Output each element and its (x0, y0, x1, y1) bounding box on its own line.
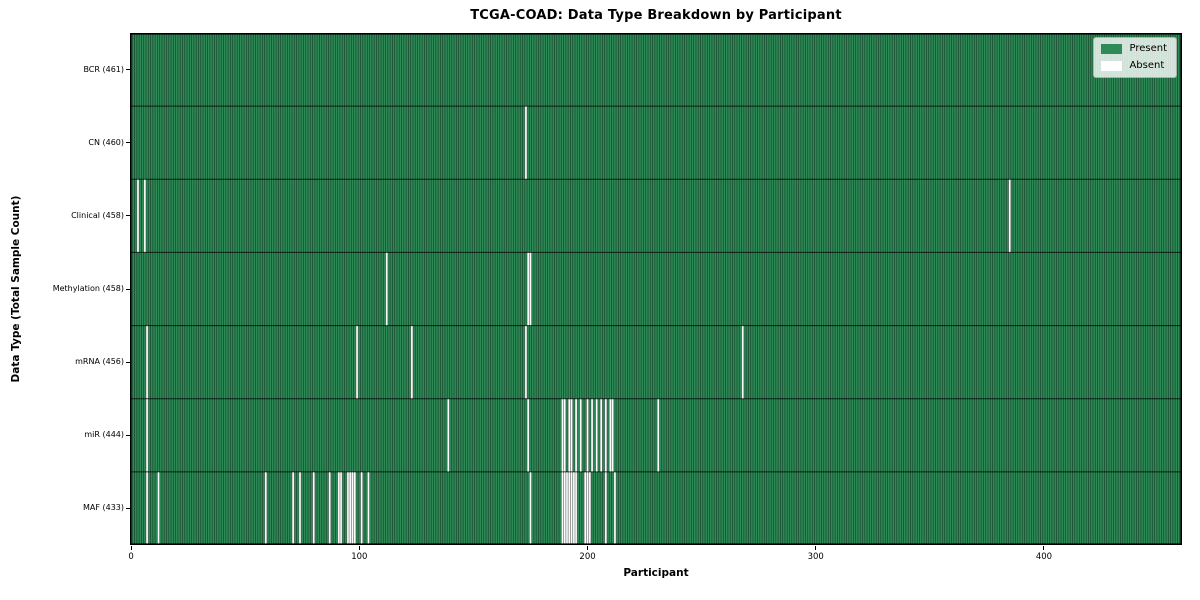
y-tick-mark (126, 361, 130, 363)
chart-title: TCGA-COAD: Data Type Breakdown by Partic… (470, 8, 842, 23)
x-tick-mark (587, 546, 589, 550)
x-tick-mark (130, 546, 132, 550)
y-tick-label: mRNA (456) (75, 357, 124, 367)
legend-label-absent: Absent (1129, 60, 1165, 71)
x-tick-label: 300 (807, 552, 824, 562)
y-tick-label: miR (444) (84, 430, 124, 440)
x-tick-label: 100 (351, 552, 368, 562)
x-tick-label: 400 (1035, 552, 1053, 562)
y-tick-label: Clinical (458) (71, 210, 124, 220)
y-tick-label: CN (460) (88, 137, 124, 147)
y-tick-label: Methylation (458) (52, 284, 124, 293)
y-tick-mark (126, 507, 130, 509)
present-swatch-icon (1101, 43, 1123, 54)
plot-area: Present Absent (130, 33, 1182, 545)
x-axis-label: Participant (623, 567, 689, 579)
heatmap-canvas (130, 33, 1182, 545)
legend-label-present: Present (1129, 43, 1167, 54)
y-tick-label: MAF (433) (82, 503, 124, 513)
y-tick-mark (126, 215, 130, 217)
legend-item-present: Present (1101, 43, 1167, 54)
x-tick-label: 0 (128, 552, 134, 562)
absent-swatch-icon (1101, 60, 1123, 71)
legend: Present Absent (1093, 37, 1177, 78)
x-tick-mark (1043, 546, 1045, 550)
x-tick-label: 200 (579, 552, 596, 562)
legend-item-absent: Absent (1101, 60, 1167, 71)
y-tick-mark (126, 69, 130, 71)
y-tick-label: BCR (461) (83, 64, 124, 74)
x-tick-mark (358, 546, 360, 550)
y-tick-mark (126, 142, 130, 144)
y-tick-mark (126, 434, 130, 436)
x-tick-mark (815, 546, 817, 550)
y-tick-mark (126, 288, 130, 290)
